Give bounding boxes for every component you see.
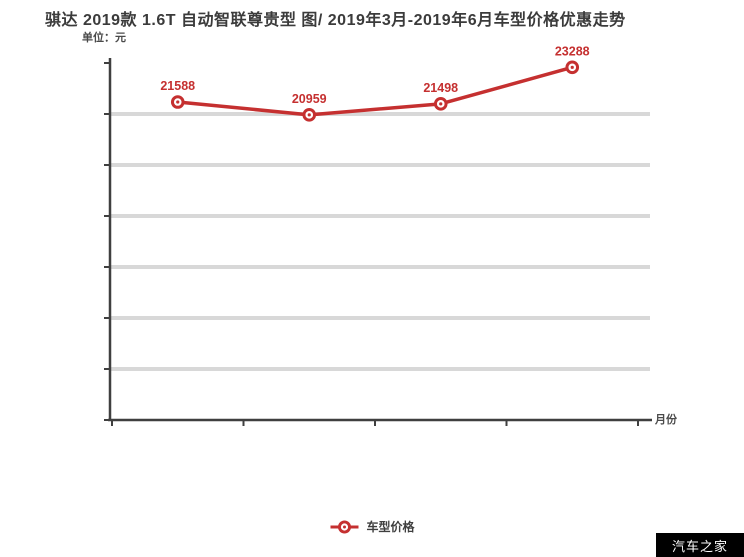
- data-point-label: 20959: [292, 92, 327, 106]
- data-point-label: 21498: [423, 81, 458, 95]
- y-unit-label: 单位：元: [82, 32, 126, 44]
- watermark-text: 汽车之家: [671, 538, 728, 554]
- data-point-center: [570, 65, 574, 69]
- legend: 车型价格: [329, 518, 415, 535]
- chart-title: 骐达 2019款 1.6T 自动智联尊贵型 图/ 2019年3月-2019年6月…: [45, 12, 626, 29]
- data-point-label: 21588: [160, 79, 195, 93]
- series-marker-icon: [330, 520, 359, 533]
- x-axis-label: 月份: [655, 414, 677, 426]
- data-point-center: [176, 100, 180, 104]
- data-point-center: [307, 113, 311, 117]
- watermark-badge: 汽车之家: [656, 533, 744, 557]
- data-point-center: [439, 102, 443, 106]
- trend-line: [177, 65, 573, 117]
- data-point-label: 23288: [555, 44, 590, 58]
- legend-label: 车型价格: [366, 520, 415, 534]
